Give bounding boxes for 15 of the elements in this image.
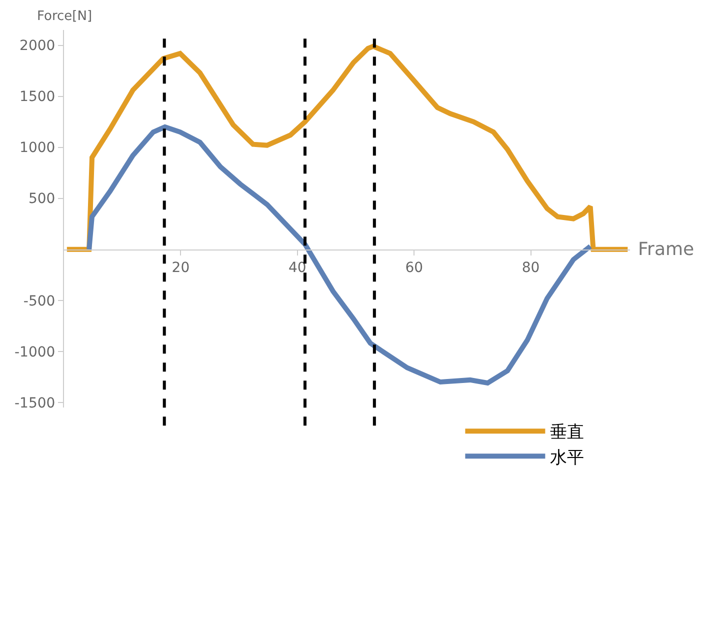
legend-label: 水平 xyxy=(550,448,584,468)
y-tick-label: 1000 xyxy=(20,140,56,156)
y-tick-label: -1000 xyxy=(14,344,56,360)
x-axis-title: Frame xyxy=(638,239,694,260)
x-tick-label: 40 xyxy=(288,260,306,276)
y-tick-label: -500 xyxy=(23,293,56,310)
y-axis-title: Force[N] xyxy=(37,9,92,24)
x-tick-label: 80 xyxy=(522,260,540,276)
x-tick-label: 20 xyxy=(172,260,190,276)
legend-label: 垂直 xyxy=(550,422,584,443)
y-tick-label: 500 xyxy=(28,191,56,208)
y-tick-label: 1500 xyxy=(20,89,56,106)
y-tick-label: -1500 xyxy=(14,395,56,412)
y-tick-label: 2000 xyxy=(20,38,56,54)
x-tick-label: 60 xyxy=(405,260,424,276)
